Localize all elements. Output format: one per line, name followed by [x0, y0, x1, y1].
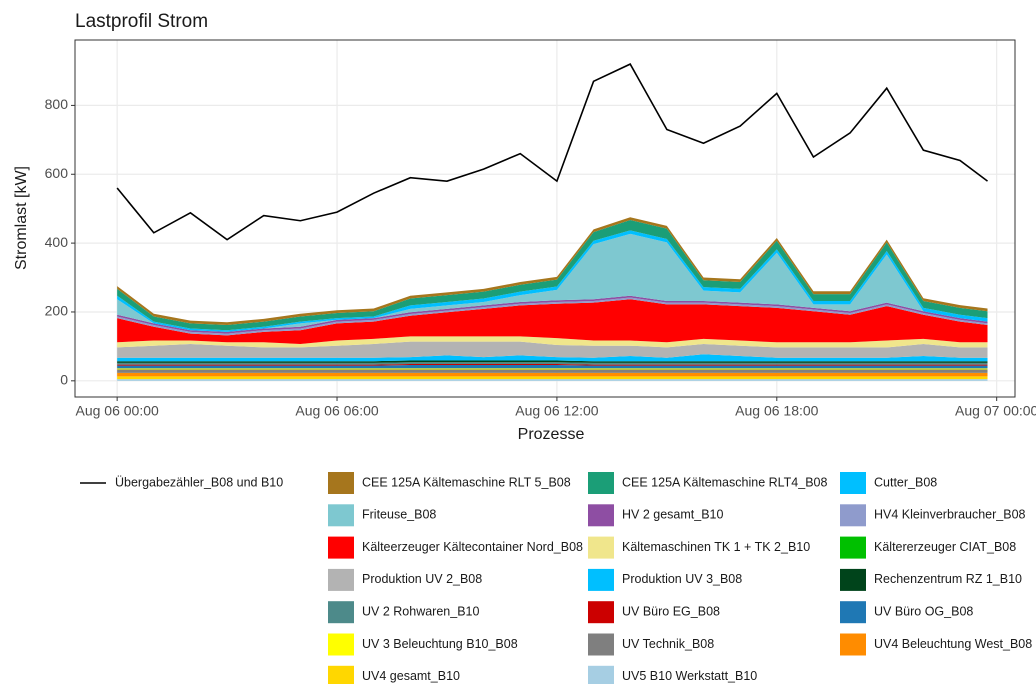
legend-swatch [588, 568, 614, 591]
legend-label: CEE 125A Kältemaschine RLT4_B08 [622, 475, 827, 489]
area [117, 379, 988, 381]
chart-title: Lastprofil Strom [75, 11, 208, 32]
legend-swatch [588, 601, 614, 624]
legend-label: Übergabezähler_B08 und B10 [115, 475, 283, 489]
legend-swatch [840, 601, 866, 624]
legend-swatch [588, 665, 614, 684]
legend-label: Kälteerzeuger Kältecontainer Nord_B08 [362, 540, 583, 554]
legend-swatch [840, 568, 866, 591]
area [117, 362, 988, 365]
legend-label: UV 3 Beleuchtung B10_B08 [362, 637, 518, 651]
plot-border [74, 39, 1016, 398]
legend-swatch [588, 472, 614, 494]
x-tick-label: Aug 06 18:00 [735, 403, 819, 419]
legend-swatch [328, 536, 354, 559]
legend-label: UV5 B10 Werkstatt_B10 [622, 669, 757, 683]
legend-label: UV Büro OG_B08 [874, 604, 973, 618]
x-tick-label: Aug 07 00:00 [955, 403, 1036, 419]
legend-label: Rechenzentrum RZ 1_B10 [874, 572, 1022, 586]
area [117, 376, 988, 380]
legend-swatch [840, 504, 866, 527]
area [117, 336, 988, 348]
legend-label: HV 2 gesamt_B10 [622, 508, 723, 522]
legend-swatch [840, 472, 866, 494]
area [117, 299, 988, 344]
area [117, 295, 988, 334]
area [117, 297, 988, 336]
area [117, 363, 988, 366]
legend-label: UV4 gesamt_B10 [362, 669, 460, 683]
x-tick-label: Aug 06 00:00 [75, 403, 159, 419]
line [116, 63, 988, 241]
x-tick-label: Aug 06 12:00 [515, 403, 599, 419]
legend-label: Cutter_B08 [874, 475, 937, 489]
legend-label: UV Büro EG_B08 [622, 604, 720, 618]
y-axis-label: Stromlast [kW] [13, 166, 30, 270]
area [117, 369, 988, 373]
legend-label: CEE 125A Kältemaschine RLT 5_B08 [362, 475, 571, 489]
legend-label: Kältemaschinen TK 1 + TK 2_B10 [622, 540, 810, 554]
legend-swatch [328, 504, 354, 527]
legend-label: Produktion UV 3_B08 [622, 572, 742, 586]
x-axis-label: Prozesse [518, 426, 585, 443]
legend-label: Produktion UV 2_B08 [362, 572, 482, 586]
legend-label: Friteuse_B08 [362, 508, 436, 522]
y-tick-label: 200 [45, 303, 69, 319]
area [117, 341, 988, 358]
legend-swatch [588, 536, 614, 559]
legend-label: UV 2 Rohwaren_B10 [362, 604, 479, 618]
legend-swatch [328, 601, 354, 624]
legend-swatch [328, 633, 354, 656]
y-tick-label: 0 [60, 372, 68, 388]
legend-swatch [588, 633, 614, 656]
y-tick-label: 800 [45, 96, 69, 112]
legend-swatch [588, 504, 614, 527]
y-tick-label: 400 [45, 234, 69, 250]
area [117, 364, 988, 369]
area [117, 360, 988, 363]
legend-label: HV4 Kleinverbraucher_B08 [874, 508, 1026, 522]
legend-swatch [328, 472, 354, 494]
legend-label: Kältererzeuger CIAT_B08 [874, 540, 1016, 554]
area [117, 354, 988, 362]
area [117, 372, 988, 377]
legend-swatch [840, 536, 866, 559]
x-tick-label: Aug 06 06:00 [295, 403, 379, 419]
y-tick-label: 600 [45, 165, 69, 181]
legend-swatch [328, 568, 354, 591]
legend-label: UV4 Beleuchtung West_B08 [874, 637, 1032, 651]
legend-swatch [840, 633, 866, 656]
legend-label: UV Technik_B08 [622, 637, 714, 651]
area [117, 368, 988, 370]
legend-swatch [328, 665, 354, 684]
